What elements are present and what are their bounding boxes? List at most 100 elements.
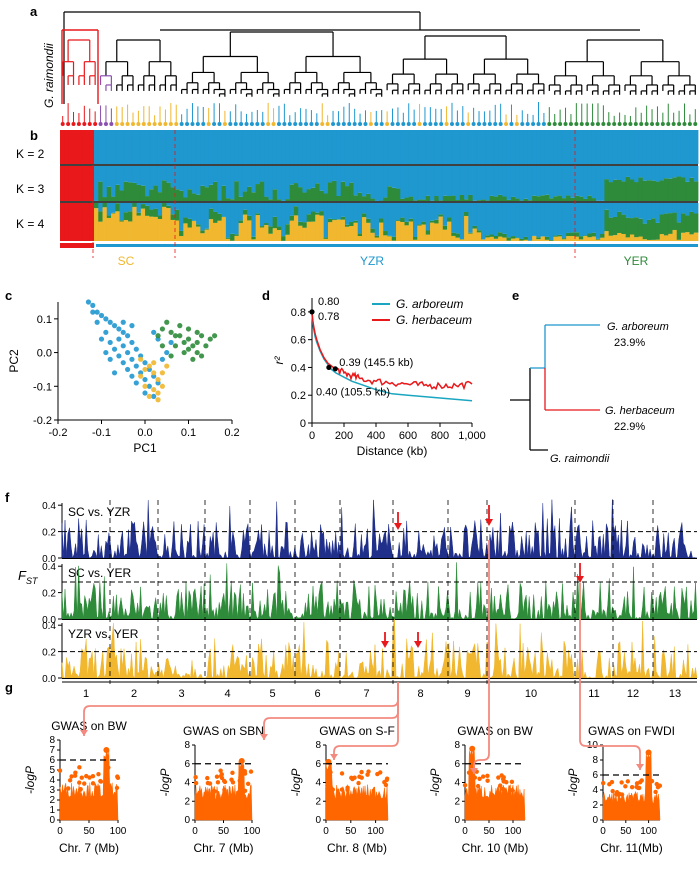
admixture-bar <box>302 166 308 193</box>
admixture-bar <box>272 216 278 229</box>
admixture-bar <box>642 180 648 201</box>
tree-leaf <box>374 122 379 126</box>
admixture-bar <box>319 130 325 164</box>
tree-leaf <box>249 122 254 126</box>
pca-point <box>168 353 174 359</box>
admixture-bar <box>634 130 639 164</box>
admixture-bar <box>174 130 180 164</box>
species-branch-arboreum <box>530 324 600 369</box>
admixture-bar <box>668 166 673 179</box>
tree-leaf <box>179 122 184 126</box>
admixture-bar <box>111 203 116 213</box>
admixture-bar <box>242 166 248 192</box>
admixture-bar <box>612 203 618 217</box>
admixture-bar <box>306 214 312 222</box>
admixture-bar <box>128 166 133 183</box>
gwas-point <box>245 781 251 786</box>
admixture-bar <box>259 226 265 228</box>
admixture-bar <box>447 203 452 218</box>
x-tick-label: 0.2 <box>224 427 239 439</box>
admixture-bar <box>693 213 699 233</box>
admixture-bar <box>225 237 231 239</box>
tree-leaf <box>655 122 660 126</box>
admixture-bar <box>625 166 631 177</box>
admixture-bar <box>425 130 431 164</box>
pca-point <box>133 380 139 386</box>
admixture-bar <box>438 166 444 201</box>
admixture-bar <box>208 130 214 164</box>
admixture-bar <box>604 231 610 241</box>
admixture-bar <box>676 130 682 164</box>
gwas-x-tick-label: 50 <box>218 826 230 837</box>
pca-point <box>155 397 161 403</box>
admixture-bar <box>629 130 635 164</box>
admixture-bar <box>234 130 240 164</box>
admixture-bar <box>340 216 346 220</box>
y-tick-label: 0 <box>300 418 306 430</box>
tree-leaf <box>444 122 449 126</box>
admixture-bar <box>191 166 197 194</box>
admixture-bar <box>672 203 678 213</box>
admixture-bar <box>464 199 469 201</box>
admixture-bar <box>413 130 418 164</box>
admixture-bar <box>527 130 533 164</box>
pca-point <box>85 299 92 305</box>
admixture-bar <box>553 196 559 201</box>
admixture-bar <box>417 199 422 201</box>
admixture-bar <box>310 130 316 164</box>
admixture-bar <box>472 228 478 241</box>
admixture-bar <box>327 222 333 241</box>
admixture-bar <box>583 235 588 237</box>
admixture-bar <box>434 203 439 220</box>
admixture-bar <box>604 179 610 201</box>
gwas-y-tick-label: 8 <box>315 740 321 751</box>
admixture-bar <box>119 221 125 241</box>
admixture-bar <box>213 222 218 241</box>
admixture-bar <box>595 239 601 241</box>
admixture-bar <box>140 166 146 186</box>
admixture-bar <box>413 236 418 240</box>
admixture-bar <box>651 203 656 219</box>
gwas-point <box>357 774 362 779</box>
admixture-bar <box>179 130 184 164</box>
admixture-bar <box>204 229 210 241</box>
admixture-bar <box>115 166 120 185</box>
tree-leaf <box>482 122 487 126</box>
admixture-bar <box>196 203 201 225</box>
admixture-bar <box>442 130 448 164</box>
fst-ylabel: FST <box>18 568 39 586</box>
gwas-point <box>629 784 635 790</box>
admixture-bar <box>651 166 656 181</box>
fst-y-tick-label: 0.0 <box>42 554 56 565</box>
admixture-bar <box>396 220 401 222</box>
admixture-bar <box>625 237 631 241</box>
gwas-title: GWAS on BW <box>51 719 127 733</box>
tree-leaf <box>460 122 465 126</box>
admixture-bar <box>268 130 274 164</box>
admixture-bar <box>459 203 465 240</box>
admixture-bar <box>281 166 286 201</box>
admixture-bar <box>336 195 342 201</box>
admixture-bar <box>608 182 614 201</box>
gwas-point <box>215 780 221 785</box>
admixture-bar <box>200 166 206 186</box>
admixture-bar <box>132 206 137 241</box>
gwas-point <box>625 779 631 784</box>
admixture-bar <box>89 166 95 201</box>
tree-leaf <box>487 122 492 126</box>
pca-point <box>159 370 165 376</box>
admixture-bar <box>553 130 559 164</box>
gwas-point <box>90 773 96 779</box>
admixture-bar <box>344 130 350 164</box>
pca-point <box>94 309 100 315</box>
admixture-bar <box>408 221 414 241</box>
connector-arrowhead <box>470 768 478 774</box>
admixture-bar <box>655 222 661 240</box>
k2-label: K = 2 <box>16 147 45 161</box>
admixture-bar <box>455 203 461 234</box>
tree-leaf <box>693 122 698 126</box>
pca-point <box>190 343 196 349</box>
admixture-bar <box>472 225 478 229</box>
percent-herbaceum: 22.9% <box>614 421 645 433</box>
admixture-bar <box>566 130 571 164</box>
